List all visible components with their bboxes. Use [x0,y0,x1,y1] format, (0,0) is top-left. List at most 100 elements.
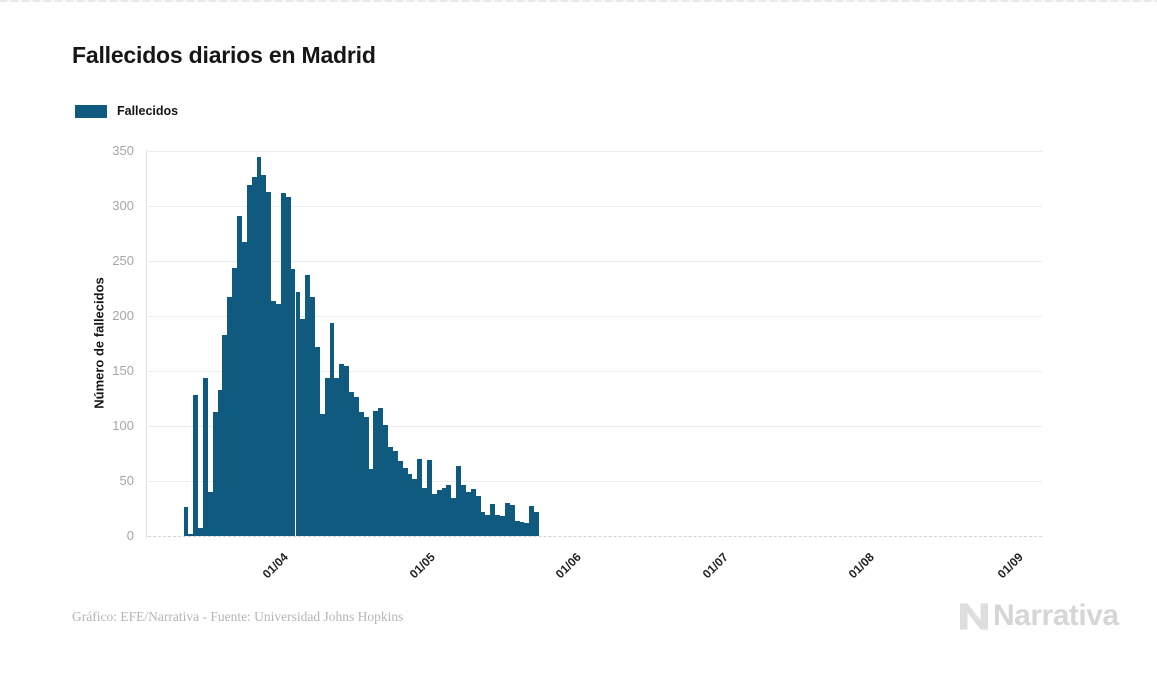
bar[interactable] [237,215,242,536]
bar[interactable] [412,478,418,536]
bar[interactable] [358,411,364,536]
bar[interactable] [217,389,223,536]
bar[interactable] [334,377,340,536]
bar[interactable] [465,492,471,536]
bar[interactable] [534,511,539,536]
gridline-y-100 [148,426,1042,427]
plot-area [146,150,1135,538]
bar[interactable] [504,503,510,536]
bar[interactable] [266,191,272,536]
bar[interactable] [256,156,262,536]
bar[interactable] [353,397,359,536]
x-tick-label-01-08: 01/08 [845,550,877,582]
bar[interactable] [363,417,369,536]
y-axis-title: Número de fallecidos [91,277,107,409]
gridline-y-50 [148,481,1042,482]
gridline-y-200 [148,316,1042,317]
bar[interactable] [373,410,379,536]
bar[interactable] [451,497,457,536]
bar[interactable] [300,319,306,536]
bar[interactable] [500,516,505,536]
bar[interactable] [427,460,432,536]
bar[interactable] [495,515,501,536]
bar[interactable] [397,461,403,536]
bar[interactable] [422,487,427,536]
x-tick-label-01-07: 01/07 [699,550,731,582]
y-tick-label-100: 100 [112,418,134,433]
gridline-y-150 [148,371,1042,372]
bar[interactable] [202,377,208,536]
bar[interactable] [212,411,218,536]
bar[interactable] [246,185,252,536]
bar[interactable] [271,300,277,536]
bar[interactable] [193,395,199,536]
bar[interactable] [368,468,374,536]
bar[interactable] [295,291,301,536]
bar[interactable] [280,192,286,536]
bar[interactable] [378,408,384,536]
bar[interactable] [524,522,530,536]
bar[interactable] [290,268,296,536]
bar[interactable] [329,322,335,536]
x-axis-line [148,536,1042,537]
bar[interactable] [388,446,393,536]
bar[interactable] [436,489,442,536]
legend-item-fallecidos[interactable]: Fallecidos [75,104,178,118]
bar[interactable] [529,506,535,536]
bar[interactable] [431,494,437,536]
bar[interactable] [490,504,496,536]
bar[interactable] [470,488,476,536]
bar[interactable] [480,511,486,536]
bar[interactable] [276,303,281,536]
bar[interactable] [188,533,194,536]
bar[interactable] [324,377,330,536]
bar[interactable] [251,177,257,536]
bar[interactable] [402,467,408,536]
bar[interactable] [475,496,481,536]
bar[interactable] [207,492,213,536]
bar[interactable] [183,507,189,536]
bar[interactable] [227,297,233,536]
gridline-y-350 [148,150,1042,152]
bar[interactable] [456,465,462,536]
gridline-y-300 [148,206,1042,207]
x-tick-label-01-05: 01/05 [406,550,438,582]
bar[interactable] [383,424,389,536]
source-credit: Gráfico: EFE/Narrativa - Fuente: Univers… [72,609,404,624]
y-tick-label-200: 200 [112,308,134,323]
bar[interactable] [241,242,247,536]
bar[interactable] [314,346,320,536]
bar[interactable] [305,275,311,536]
bar[interactable] [392,451,398,536]
narrativa-logo-n-icon [960,602,988,630]
bar[interactable] [285,197,291,536]
bar[interactable] [349,391,354,536]
bar[interactable] [339,364,345,536]
x-tick-label-01-06: 01/06 [552,550,584,582]
bar[interactable] [441,487,447,536]
bar[interactable] [407,474,413,536]
bar[interactable] [446,485,452,536]
bar[interactable] [344,365,350,536]
bar[interactable] [310,297,315,536]
bar[interactable] [461,485,466,536]
bar[interactable] [509,505,515,536]
y-tick-label-150: 150 [112,363,134,378]
bar[interactable] [222,334,228,536]
narrativa-logo-text: Narrativa [993,599,1119,632]
bar[interactable] [417,459,423,536]
x-tick-label-01-09: 01/09 [994,550,1026,582]
bar[interactable] [198,528,203,536]
page-title: Fallecidos diarios en Madrid [72,42,376,68]
bar[interactable] [232,267,238,536]
bar[interactable] [261,175,267,536]
bar[interactable] [519,521,525,536]
page-top-border [0,0,1157,2]
y-tick-label-0: 0 [126,528,134,543]
bar[interactable] [514,520,520,536]
bar[interactable] [485,515,491,536]
y-tick-label-350: 350 [112,143,134,158]
bar[interactable] [319,413,325,536]
gridline-y-250 [148,261,1042,262]
